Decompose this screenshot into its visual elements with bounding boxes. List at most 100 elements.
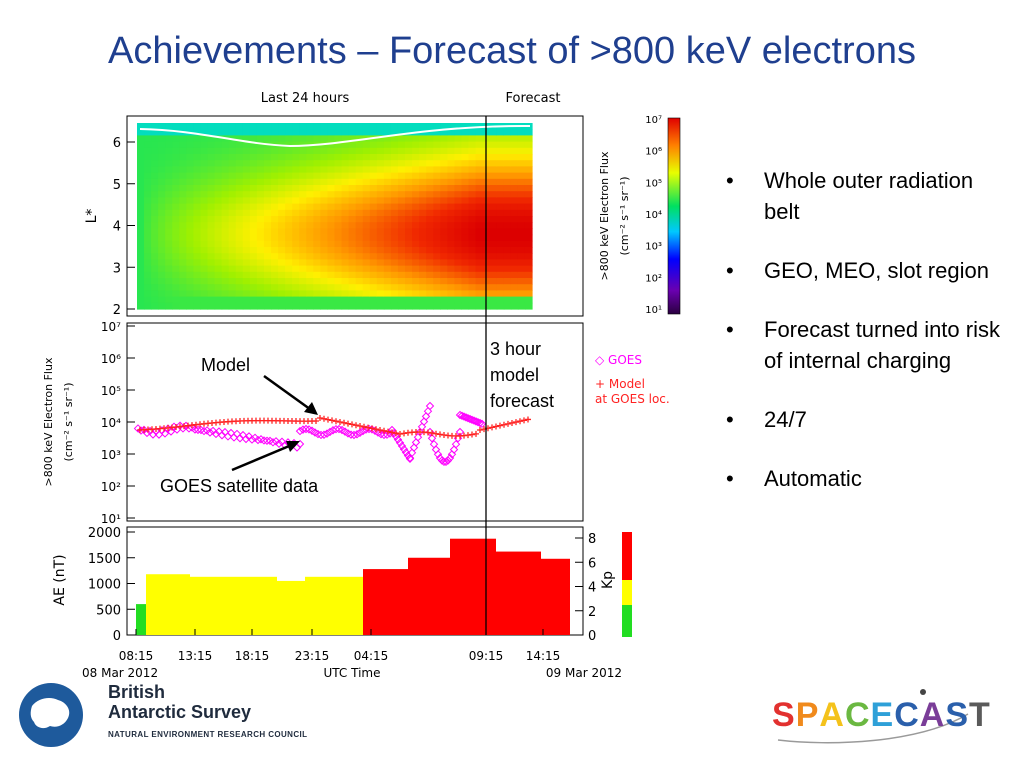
heatmap-cell bbox=[292, 129, 300, 136]
heatmap-cell bbox=[313, 253, 321, 260]
heatmap-cell bbox=[179, 222, 187, 229]
heatmap-cell bbox=[144, 209, 152, 217]
heatmap-cell bbox=[320, 147, 329, 155]
heatmap-cell bbox=[313, 284, 321, 291]
goes-point bbox=[413, 432, 423, 442]
heatmap-cell bbox=[334, 197, 343, 205]
heatmap-cell bbox=[327, 147, 336, 155]
heatmap-cell bbox=[524, 191, 533, 198]
heatmap-cell bbox=[341, 222, 350, 229]
heatmap-cell bbox=[320, 265, 329, 273]
goes-point bbox=[405, 454, 415, 464]
x-tick-label: 09:15 bbox=[469, 649, 504, 663]
goes-point bbox=[457, 411, 467, 421]
heatmap-cell bbox=[172, 228, 180, 236]
heatmap-cell bbox=[151, 240, 159, 248]
heatmap-cell bbox=[207, 228, 216, 236]
annotation-goes: GOES satellite data bbox=[160, 476, 319, 496]
heatmap-cell bbox=[214, 178, 223, 186]
heatmap-cell bbox=[242, 284, 251, 291]
annotation-goes-arrowhead bbox=[286, 441, 300, 452]
heatmap-cell bbox=[433, 172, 441, 180]
heatmap-cell bbox=[468, 123, 477, 130]
heatmap-cell bbox=[440, 271, 448, 279]
heatmap-cell bbox=[151, 278, 159, 285]
model-point bbox=[477, 427, 483, 433]
heatmap-cell bbox=[256, 228, 265, 236]
heatmap-cell bbox=[362, 160, 371, 167]
model-point bbox=[525, 416, 531, 423]
heatmap-cell bbox=[137, 185, 145, 192]
heatmap-cell bbox=[475, 290, 484, 298]
heatmap-cell bbox=[193, 172, 202, 180]
heatmap-cell bbox=[292, 234, 300, 242]
heatmap-cell bbox=[263, 296, 272, 304]
heatmap-cell bbox=[221, 178, 230, 186]
heatmap-cell bbox=[165, 247, 173, 254]
heatmap-cell bbox=[320, 154, 329, 161]
model-point bbox=[389, 429, 395, 436]
heatmap-cell bbox=[306, 166, 314, 174]
heatmap-cell bbox=[249, 253, 258, 260]
heatmap-cell bbox=[369, 172, 378, 180]
bullet-item: • 24/7 bbox=[726, 404, 1011, 435]
heatmap-cell bbox=[151, 129, 159, 136]
colorbar-label-1: >800 keV Electron Flux bbox=[598, 151, 611, 280]
heatmap-cell bbox=[144, 166, 152, 174]
heatmap-cell bbox=[454, 166, 463, 174]
heatmap-cell bbox=[278, 129, 286, 136]
heatmap-cell bbox=[440, 123, 448, 130]
flux-y-tick-label: 10³ bbox=[101, 448, 121, 462]
heatmap-cell bbox=[475, 302, 484, 310]
heatmap-cell bbox=[214, 278, 223, 285]
heatmap-cell bbox=[447, 135, 456, 143]
heatmap-cell bbox=[292, 216, 300, 223]
heatmap-cell bbox=[447, 166, 456, 174]
heatmap-cell bbox=[475, 197, 484, 205]
heatmap-cell bbox=[228, 302, 237, 310]
heatmap-cell bbox=[292, 247, 300, 254]
heatmap-cell bbox=[397, 284, 406, 291]
colorbar-tick-label: 10² bbox=[645, 273, 662, 284]
goes-point bbox=[376, 429, 386, 439]
heatmap-cell bbox=[419, 197, 427, 205]
heatmap-cell bbox=[412, 154, 420, 161]
heatmap-cell bbox=[468, 278, 477, 285]
goes-point bbox=[358, 426, 368, 436]
heatmap-cell bbox=[496, 191, 505, 198]
heatmap-cell bbox=[397, 271, 406, 279]
heatmap-cell bbox=[334, 123, 343, 130]
heatmap-cell bbox=[299, 166, 307, 174]
heatmap-cell bbox=[327, 234, 336, 242]
heatmap-cell bbox=[369, 253, 378, 260]
heatmap-cell bbox=[355, 234, 364, 242]
heatmap-cell bbox=[221, 234, 230, 242]
heatmap-cell bbox=[524, 271, 533, 279]
heatmap-cell bbox=[454, 203, 463, 211]
heatmap-cell bbox=[292, 290, 300, 298]
heatmap-cell bbox=[144, 290, 152, 298]
heatmap-cell bbox=[426, 154, 434, 161]
heatmap-cell bbox=[496, 228, 505, 236]
x-axis-date-left: 08 Mar 2012 bbox=[82, 666, 158, 680]
heatmap-cell bbox=[137, 197, 145, 205]
heatmap-cell bbox=[433, 191, 441, 198]
heatmap-cell bbox=[461, 265, 470, 273]
heatmap-cell bbox=[228, 178, 237, 186]
heatmap-cell bbox=[313, 197, 321, 205]
heatmap-cell bbox=[334, 228, 343, 236]
heatmap-cell bbox=[165, 222, 173, 229]
goes-point bbox=[449, 445, 459, 454]
heatmap-cell bbox=[263, 191, 272, 198]
goes-point bbox=[235, 434, 245, 443]
heatmap-cell bbox=[369, 228, 378, 236]
heatmap-cell bbox=[489, 135, 498, 143]
heatmap-cell bbox=[447, 197, 456, 205]
heatmap-cell bbox=[390, 278, 399, 285]
heatmap-cell bbox=[256, 123, 265, 130]
heatmap-cell bbox=[433, 197, 441, 205]
heatmap-cell bbox=[440, 191, 448, 198]
heatmap-cell bbox=[440, 129, 448, 136]
heatmap-cell bbox=[193, 191, 202, 198]
heatmap-cell bbox=[461, 234, 470, 242]
